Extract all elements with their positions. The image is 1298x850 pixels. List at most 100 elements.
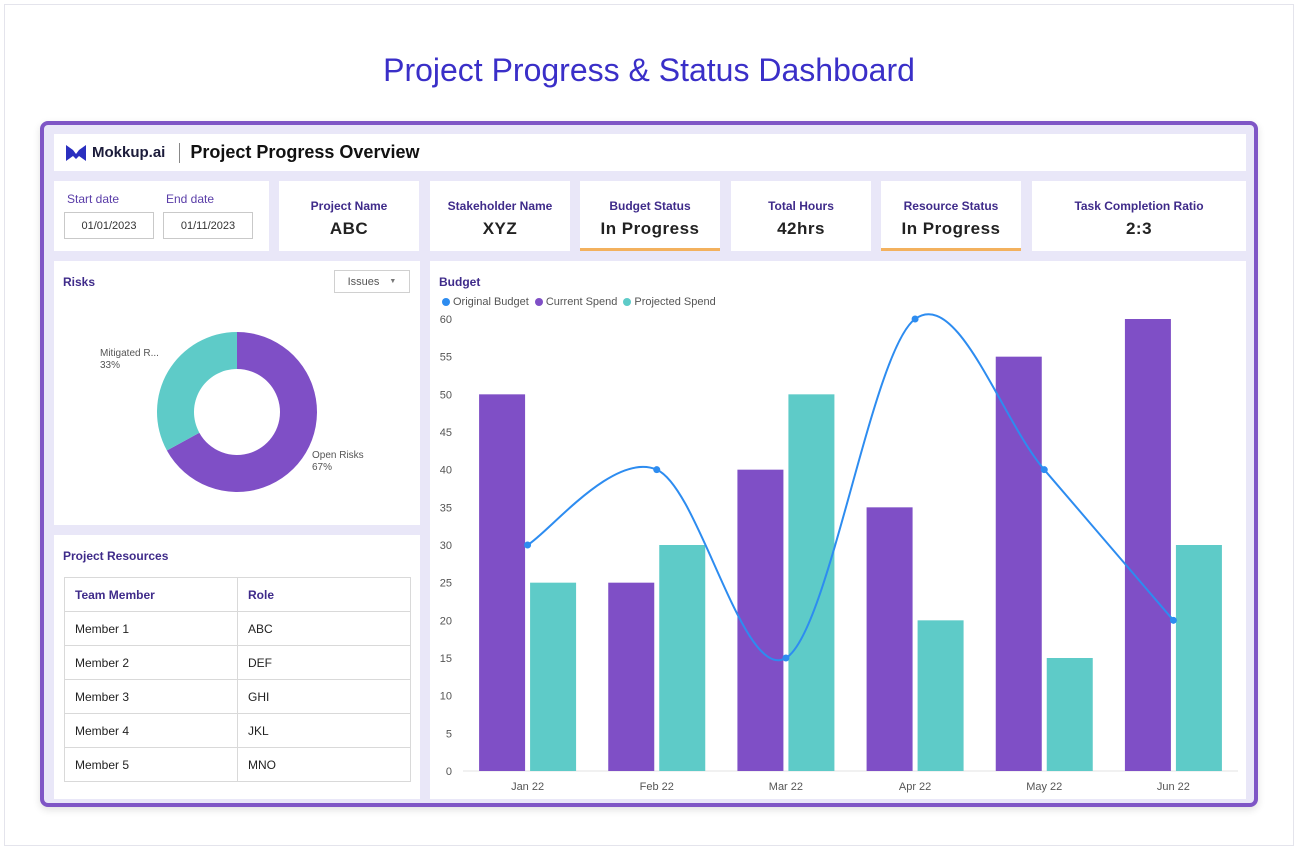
- x-tick-label: May 22: [1026, 781, 1062, 793]
- risks-card: Risks Issues ▼ Mitigated R... 33% Open R…: [54, 261, 420, 525]
- bar-projected-spend[interactable]: [1175, 545, 1222, 771]
- pie-label-mitigated: Mitigated R... 33%: [100, 348, 159, 372]
- point-original-budget[interactable]: [1169, 616, 1177, 624]
- point-original-budget[interactable]: [524, 541, 532, 549]
- resources-title: Project Resources: [63, 549, 169, 563]
- legend-dot: [623, 298, 632, 306]
- bar-current-spend[interactable]: [866, 507, 913, 771]
- logo[interactable]: Mokkup.ai: [66, 144, 165, 161]
- role-cell: GHI: [237, 679, 411, 714]
- mokkup-logo-icon: [66, 144, 86, 161]
- issues-dropdown-value: Issues: [347, 275, 380, 288]
- kpi-task-completion-ratio: Task Completion Ratio 2:3: [1032, 181, 1246, 251]
- kpi-value: 42hrs: [777, 219, 825, 238]
- kpi-value: In Progress: [600, 219, 700, 238]
- dashboard-panel: Mokkup.ai Project Progress Overview Star…: [40, 121, 1258, 807]
- team-member-cell: Member 4: [64, 713, 238, 748]
- point-original-budget[interactable]: [653, 466, 661, 474]
- y-tick-label: 35: [440, 502, 452, 514]
- point-original-budget[interactable]: [911, 315, 919, 323]
- y-tick-label: 55: [440, 352, 452, 364]
- table-row: Member 1 ABC: [64, 611, 411, 646]
- kpi-budget-status: Budget Status In Progress: [580, 181, 720, 251]
- kpi-value: ABC: [329, 219, 369, 238]
- pie-label-mitigated-pct: 33%: [100, 360, 121, 371]
- kpi-label: Budget Status: [609, 199, 691, 213]
- dashboard-header: Mokkup.ai Project Progress Overview: [54, 134, 1246, 171]
- pie-label-open-name: Open Risks: [312, 450, 364, 461]
- y-tick-label: 20: [440, 615, 452, 627]
- bar-current-spend[interactable]: [479, 394, 526, 771]
- y-tick-label: 45: [440, 427, 452, 439]
- y-tick-label: 40: [440, 465, 452, 477]
- column-header-role: Role: [237, 577, 411, 612]
- team-member-cell: Member 2: [64, 645, 238, 680]
- bar-projected-spend[interactable]: [530, 582, 577, 771]
- y-tick-label: 0: [446, 766, 452, 778]
- budget-card: 0 5 10 15 20 25 30 35 40 45 50 55 60 Jan 22 Feb 22 Mar …: [430, 261, 1246, 799]
- y-tick-label: 50: [440, 389, 452, 401]
- team-member-cell: Member 5: [64, 747, 238, 782]
- kpi-label: Project Name: [310, 199, 388, 213]
- project-resources-card: Project Resources Team Member Role Membe…: [54, 535, 420, 799]
- legend-item-projected-spend[interactable]: Projected Spend: [623, 296, 716, 308]
- kpi-project-name: Project Name ABC: [279, 181, 419, 251]
- y-tick-label: 15: [440, 653, 452, 665]
- start-date-label: Start date: [67, 192, 120, 206]
- x-tick-label: Jun 22: [1157, 781, 1190, 793]
- pie-label-open: Open Risks 67%: [312, 450, 364, 474]
- y-tick-label: 30: [440, 540, 452, 552]
- start-date-input[interactable]: 01/01/2023: [64, 212, 154, 239]
- table-header-row: Team Member Role: [64, 577, 411, 612]
- end-date-group: End date 01/11/2023: [163, 192, 253, 239]
- kpi-value: In Progress: [901, 219, 1001, 238]
- kpi-label: Stakeholder Name: [447, 199, 553, 213]
- point-original-budget[interactable]: [782, 654, 790, 662]
- kpi-value: 2:3: [1125, 219, 1153, 238]
- bar-projected-spend[interactable]: [659, 545, 706, 771]
- legend-dot: [534, 298, 543, 306]
- table-row: Member 5 MNO: [64, 747, 411, 782]
- end-date-input[interactable]: 01/11/2023: [163, 212, 253, 239]
- point-original-budget[interactable]: [1040, 466, 1048, 474]
- kpi-resource-status: Resource Status In Progress: [881, 181, 1021, 251]
- role-cell: JKL: [237, 713, 411, 748]
- bar-projected-spend[interactable]: [917, 620, 964, 771]
- end-date-label: End date: [166, 192, 215, 206]
- kpi-total-hours: Total Hours 42hrs: [731, 181, 871, 251]
- legend-label: Projected Spend: [634, 296, 716, 308]
- header-divider: [179, 142, 181, 163]
- budget-title: Budget: [439, 275, 481, 289]
- bar-current-spend[interactable]: [737, 469, 784, 771]
- kpi-label: Resource Status: [903, 199, 999, 213]
- start-date-group: Start date 01/01/2023: [64, 192, 154, 239]
- team-member-cell: Member 3: [64, 679, 238, 714]
- pie-label-mitigated-name: Mitigated R...: [100, 348, 159, 359]
- kpi-stakeholder-name: Stakeholder Name XYZ: [430, 181, 570, 251]
- date-range-card: Start date 01/01/2023 End date 01/11/202…: [54, 181, 269, 251]
- y-tick-label: 25: [440, 578, 452, 590]
- pie-slice-mitigated[interactable]: [156, 332, 237, 451]
- pie-slice-open[interactable]: [166, 332, 317, 492]
- x-tick-label: Jan 22: [511, 781, 544, 793]
- bar-projected-spend[interactable]: [1046, 658, 1093, 771]
- dashboard-title: Project Progress Overview: [190, 142, 420, 162]
- issues-dropdown[interactable]: Issues ▼: [334, 270, 410, 293]
- bar-current-spend[interactable]: [608, 582, 655, 771]
- bar-current-spend[interactable]: [1124, 319, 1171, 771]
- table-row: Member 2 DEF: [64, 645, 411, 680]
- legend-item-original-budget[interactable]: Original Budget: [442, 296, 529, 308]
- role-cell: DEF: [237, 645, 411, 680]
- bar-projected-spend[interactable]: [788, 394, 835, 771]
- y-tick-label: 5: [446, 728, 452, 740]
- legend-item-current-spend[interactable]: Current Spend: [534, 296, 617, 308]
- legend-label: Original Budget: [453, 296, 529, 308]
- role-cell: ABC: [237, 611, 411, 646]
- y-tick-label: 60: [440, 314, 452, 326]
- bar-current-spend[interactable]: [995, 356, 1042, 771]
- team-member-cell: Member 1: [64, 611, 238, 646]
- column-header-team-member: Team Member: [64, 577, 238, 612]
- chart-legend: Original Budget Current Spend Projected …: [442, 296, 716, 308]
- logo-text: Mokkup.ai: [92, 144, 166, 161]
- table-row: Member 4 JKL: [64, 713, 411, 748]
